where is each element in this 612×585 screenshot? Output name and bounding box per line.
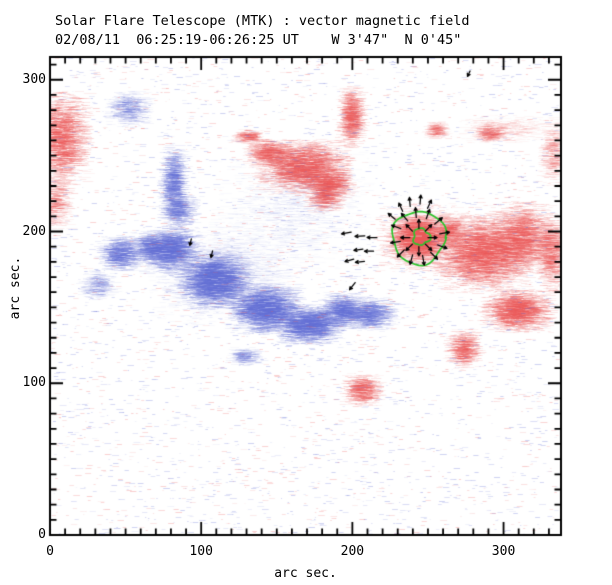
- x-tick-label: 300: [491, 544, 516, 559]
- x-axis-label: arc sec.: [274, 566, 337, 581]
- y-tick-label: 0: [38, 527, 46, 542]
- plot-title: Solar Flare Telescope (MTK) : vector mag…: [55, 13, 470, 29]
- x-tick-label: 0: [46, 544, 54, 559]
- x-tick-label: 200: [340, 544, 365, 559]
- y-tick-label: 100: [22, 375, 46, 391]
- plot-subtitle-date-time-position: 02/08/11 06:25:19-06:26:25 UT W 3'47" N …: [55, 32, 462, 48]
- x-tick-label: 100: [189, 544, 213, 559]
- y-tick-label: 300: [22, 71, 46, 87]
- y-axis-label: arc sec.: [8, 256, 23, 320]
- y-tick-label: 200: [22, 223, 46, 239]
